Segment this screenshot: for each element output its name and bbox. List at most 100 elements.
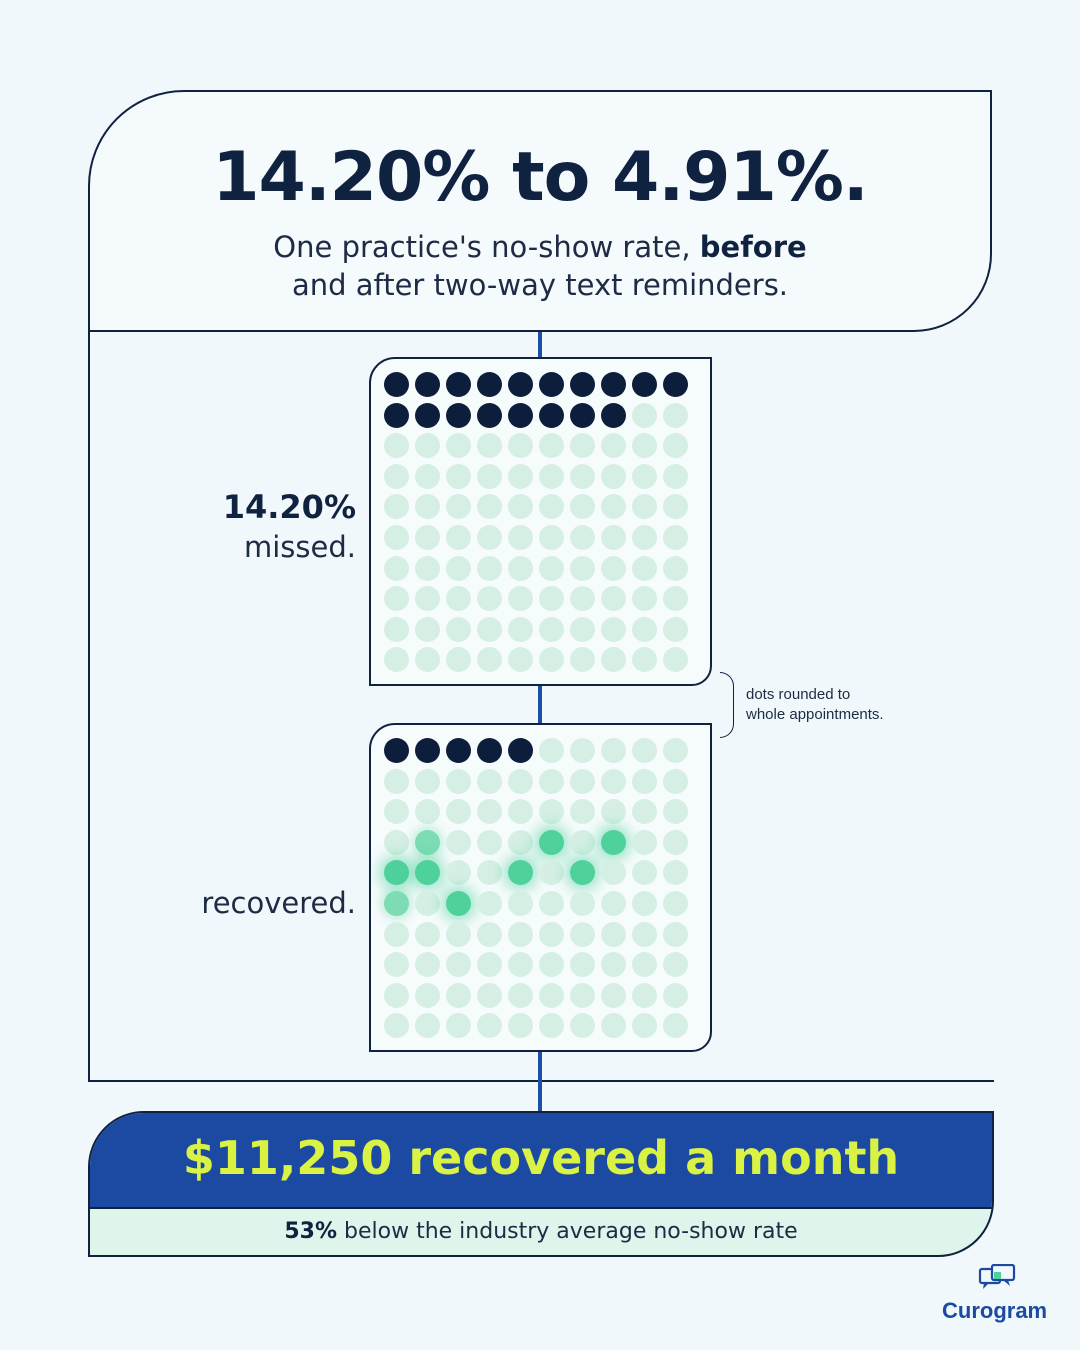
empty-dot [570, 525, 595, 550]
empty-dot [663, 525, 688, 550]
before-dot-grid [369, 357, 712, 686]
empty-dot [384, 433, 409, 459]
empty-dot [663, 463, 688, 489]
empty-dot [570, 647, 595, 673]
empty-dot [415, 616, 440, 642]
empty-dot [663, 1013, 688, 1039]
missed-dot [477, 372, 502, 397]
empty-dot [539, 494, 564, 520]
empty-dot [477, 921, 502, 947]
empty-dot [663, 952, 688, 978]
empty-dot [663, 891, 688, 916]
empty-dot [384, 829, 409, 855]
empty-dot [570, 463, 595, 489]
note-line-2: whole appointments. [746, 706, 884, 723]
subtitle-start: One practice's no-show rate, [273, 230, 700, 264]
frame-left-line [88, 330, 90, 1082]
empty-dot [539, 1013, 564, 1039]
empty-dot [508, 463, 533, 489]
empty-dot [477, 1013, 502, 1039]
chat-bubbles-icon [978, 1264, 1016, 1289]
empty-dot [477, 952, 502, 978]
empty-dot [570, 433, 595, 459]
empty-dot [508, 494, 533, 520]
empty-dot [477, 616, 502, 642]
empty-dot [663, 829, 688, 855]
after-dot-grid [369, 723, 712, 1052]
empty-dot [415, 921, 440, 947]
empty-dot [601, 952, 626, 978]
empty-dot [539, 860, 564, 886]
empty-dot [663, 860, 688, 886]
empty-dot [570, 891, 595, 916]
empty-dot [415, 952, 440, 978]
empty-dot [508, 647, 533, 673]
empty-dot [632, 1013, 657, 1039]
empty-dot [539, 586, 564, 612]
empty-dot [446, 860, 471, 886]
empty-dot [384, 799, 409, 825]
empty-dot [415, 768, 440, 794]
empty-dot [384, 768, 409, 794]
empty-dot [539, 952, 564, 978]
empty-dot [477, 829, 502, 855]
banner-subtitle: 53% below the industry average no-show r… [90, 1219, 992, 1244]
empty-dot [446, 647, 471, 673]
empty-dot [384, 921, 409, 947]
missed-dot [508, 402, 533, 428]
empty-dot [663, 402, 688, 428]
empty-dot [477, 494, 502, 520]
empty-dot [632, 799, 657, 825]
empty-dot [508, 525, 533, 550]
empty-dot [446, 921, 471, 947]
empty-dot [539, 891, 564, 916]
missed-dot [446, 738, 471, 763]
missed-dot [539, 402, 564, 428]
empty-dot [601, 525, 626, 550]
empty-dot [446, 525, 471, 550]
empty-dot [632, 738, 657, 763]
empty-dot [539, 555, 564, 581]
empty-dot [446, 586, 471, 612]
empty-dot [446, 463, 471, 489]
empty-dot [663, 616, 688, 642]
empty-dot [632, 891, 657, 916]
empty-dot [632, 952, 657, 978]
empty-dot [508, 952, 533, 978]
empty-dot [632, 647, 657, 673]
empty-dot [632, 921, 657, 947]
empty-dot [663, 433, 688, 459]
missed-dot [446, 372, 471, 397]
empty-dot [570, 982, 595, 1008]
empty-dot [601, 494, 626, 520]
missed-dot [508, 372, 533, 397]
empty-dot [415, 525, 440, 550]
missed-dot [508, 738, 533, 763]
recovered-dot [539, 829, 564, 855]
subtitle-bold: before [699, 230, 807, 264]
empty-dot [632, 525, 657, 550]
empty-dot [570, 768, 595, 794]
empty-dot [477, 647, 502, 673]
empty-dot [508, 799, 533, 825]
empty-dot [570, 921, 595, 947]
empty-dot [663, 982, 688, 1008]
missed-dot [570, 402, 595, 428]
missed-dot [477, 402, 502, 428]
rounding-note: dots rounded to whole appointments. [746, 685, 884, 725]
banner-subtitle-rest: below the industry average no-show rate [337, 1219, 798, 1244]
empty-dot [415, 463, 440, 489]
empty-dot [663, 586, 688, 612]
empty-dot [632, 463, 657, 489]
empty-dot [570, 494, 595, 520]
missed-dot [539, 372, 564, 397]
empty-dot [601, 616, 626, 642]
empty-dot [663, 921, 688, 947]
empty-dot [570, 586, 595, 612]
missed-dot [601, 372, 626, 397]
note-line-1: dots rounded to [746, 686, 851, 703]
empty-dot [601, 463, 626, 489]
empty-dot [663, 738, 688, 763]
empty-dot [570, 555, 595, 581]
empty-dot [446, 1013, 471, 1039]
